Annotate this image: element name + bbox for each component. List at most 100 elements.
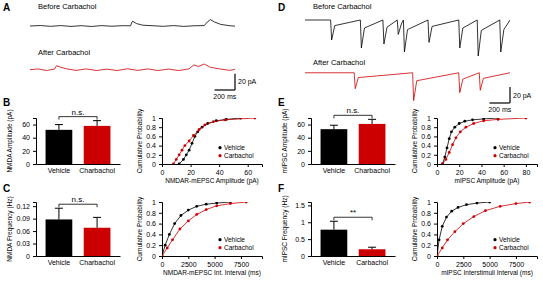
tick-mark — [434, 164, 437, 165]
point — [445, 216, 448, 219]
legend-marker — [493, 238, 496, 241]
tick-label: 0.8 — [146, 124, 156, 131]
point — [192, 134, 195, 137]
point — [187, 220, 190, 223]
point — [212, 120, 215, 123]
error-bar-cap — [55, 124, 63, 125]
figure: ABefore CarbacholAfter Carbachol20 pA200… — [0, 0, 543, 307]
tick-label: 0 — [26, 161, 30, 168]
legend-label: Carbachol — [499, 244, 529, 251]
scale-bar-time — [490, 102, 511, 103]
plot-area — [437, 202, 531, 256]
tick-mark — [248, 164, 249, 167]
tick-mark — [308, 164, 311, 165]
tick-mark — [159, 213, 162, 214]
tick-label: 0.6 — [421, 220, 431, 227]
axis: 00.511.5 — [295, 202, 311, 260]
chart: After Carbachol20 pA200 ms — [305, 58, 532, 113]
scale-bar: 20 pA200 ms — [488, 87, 531, 113]
tick-label: 40 — [22, 134, 30, 141]
tick-label: 0.6 — [146, 133, 156, 140]
tick-mark — [434, 155, 437, 156]
chart: 025005000750000.20.40.60.81mIPSC Interst… — [411, 196, 538, 277]
error-bar — [368, 247, 376, 249]
tick: 0 — [26, 253, 36, 260]
tick-label: 2500 — [181, 261, 197, 268]
tick-mark — [434, 127, 437, 128]
tick-label: 0.6 — [146, 220, 156, 227]
tick-label: 0.6 — [421, 133, 431, 140]
point — [178, 228, 181, 231]
point — [446, 147, 449, 150]
tick-label: 0.2 — [421, 242, 431, 249]
tick-mark — [159, 127, 162, 128]
axis-title: mIPSC Interstimuli Interval (ms) — [441, 269, 533, 277]
chart: 02040608000.20.40.60.81mIPSC Amplitude (… — [411, 108, 538, 185]
axis: 0250050007500 — [436, 256, 538, 268]
tick: 1 — [301, 219, 311, 226]
tick: 20 — [22, 148, 36, 155]
tick-label: 0.8 — [421, 124, 431, 131]
scale-bar-label: 20 pA — [238, 78, 257, 86]
scale-bar-label: 200 ms — [488, 106, 511, 113]
tick: 0 — [161, 164, 165, 176]
point — [191, 142, 194, 145]
tick-mark — [463, 256, 464, 259]
plot-area — [305, 20, 510, 56]
chart: DBefore Carbachol — [278, 2, 510, 56]
tick-label: 1 — [152, 199, 156, 206]
chart: C00.030.060.090.12VehicleCharbacholNMDA … — [3, 183, 121, 266]
tick: 0.2 — [421, 242, 437, 249]
tick: Vehicle — [323, 259, 346, 266]
series-line — [173, 118, 254, 164]
tick-label: 0 — [161, 261, 165, 268]
point — [453, 126, 456, 129]
axis-title: NMDAR-mEPSC Amplitude (pA) — [165, 177, 259, 185]
chart: 020406000.20.40.60.81NMDAR-mEPSC Amplitu… — [136, 108, 263, 185]
point — [528, 202, 531, 203]
tick: 0.12 — [16, 203, 36, 210]
tick-label: 0 — [152, 161, 156, 168]
legend-marker — [493, 146, 496, 149]
legend: VehicleCarbachol — [493, 236, 529, 251]
tick-label: 0.4 — [421, 231, 431, 238]
error-bar-cap — [93, 217, 101, 218]
tick-mark — [159, 146, 162, 147]
axis-title: NMDAR-mEPSC Int. Interval (ms) — [163, 269, 261, 277]
tick: 0.2 — [421, 152, 437, 159]
tick: 40 — [22, 134, 36, 141]
tick: 0.6 — [146, 220, 162, 227]
chart: F00.511.5VehicleCarbacholmIPSC Frequency… — [278, 183, 396, 266]
chart: B0204060VehicleCharbacholNMDA Amplitude … — [3, 97, 121, 174]
tick-mark — [526, 164, 527, 167]
point — [175, 158, 178, 161]
point — [437, 255, 438, 256]
tick-label: 1 — [152, 115, 156, 122]
tick: 20 — [297, 148, 311, 155]
error-bar — [93, 121, 101, 126]
point — [524, 118, 527, 119]
point — [462, 222, 465, 225]
tick-label: Charbachol — [79, 259, 115, 266]
tick: 0.03 — [16, 240, 36, 247]
point — [484, 209, 487, 212]
tick: 0 — [427, 253, 437, 260]
legend-marker — [218, 154, 221, 157]
tick: 0.8 — [421, 124, 437, 131]
point — [448, 151, 451, 154]
axis-line — [438, 165, 538, 168]
tick-mark — [159, 155, 162, 156]
tick: 0.8 — [146, 124, 162, 131]
axis-title: NMDA Amplitude (pA) — [6, 109, 14, 172]
tick: 40 — [297, 134, 311, 141]
tick-mark — [308, 151, 311, 152]
tick-label: 0.5 — [295, 236, 305, 243]
tick: 1 — [152, 115, 162, 122]
point — [229, 202, 232, 205]
error-bar-cap — [55, 208, 63, 209]
series — [172, 118, 256, 164]
error-bar — [93, 217, 101, 227]
scale-bar: 20 pA200 ms — [213, 74, 256, 100]
point — [463, 120, 466, 123]
tick-label: 0 — [301, 161, 305, 168]
